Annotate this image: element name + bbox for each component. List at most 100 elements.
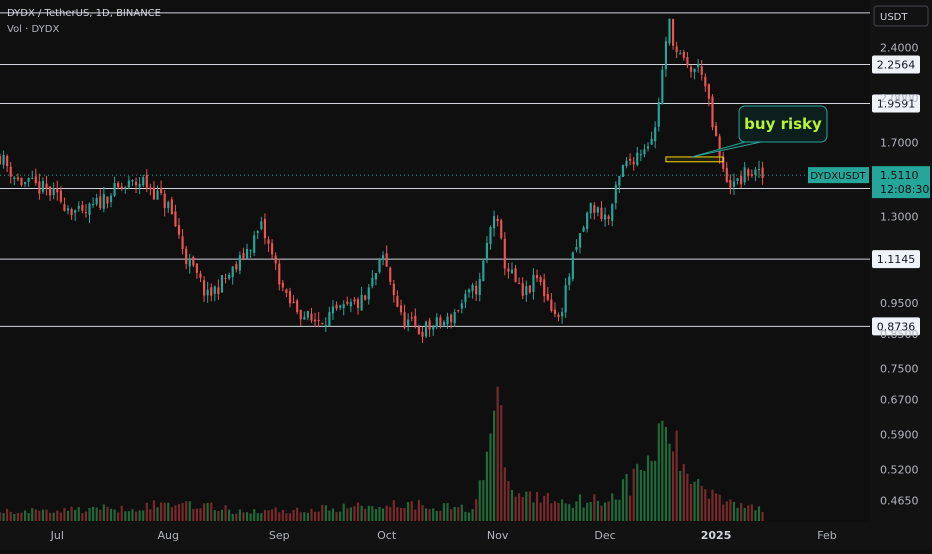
volume-bar <box>23 510 27 521</box>
volume-bar <box>607 501 610 521</box>
volume-bar <box>543 495 546 521</box>
volume-bar <box>435 510 438 521</box>
candle-body <box>475 285 478 295</box>
volume-bar <box>231 513 234 521</box>
candle-body <box>689 66 693 72</box>
volume-bar <box>754 510 757 521</box>
volume-bar <box>181 503 184 521</box>
candle-body <box>532 274 535 292</box>
candle-body <box>493 216 496 229</box>
candle-body <box>6 156 9 167</box>
level-label: 1.1145 <box>877 253 916 266</box>
candle-body <box>117 183 120 188</box>
candle-body <box>729 179 732 188</box>
volume-bar <box>188 501 191 521</box>
volume-bar <box>535 492 539 521</box>
volume-bar <box>600 505 603 521</box>
candle-body <box>521 283 524 296</box>
candle-body <box>510 269 514 274</box>
time-tick-label: Nov <box>487 529 509 542</box>
volume-bar <box>149 509 152 521</box>
time-axis-panel[interactable] <box>0 522 870 550</box>
candle-body <box>142 177 145 186</box>
volume-bar <box>2 513 5 521</box>
volume-bar <box>353 506 356 521</box>
candle-body <box>629 158 632 161</box>
level-label-box <box>872 317 920 336</box>
callout-box[interactable] <box>738 105 828 143</box>
candle-body <box>59 190 62 202</box>
volume-bar <box>117 512 120 521</box>
volume-bar <box>396 507 399 521</box>
volume-bar <box>414 509 417 521</box>
time-tick-label: Jul <box>50 529 64 542</box>
volume-bar <box>84 511 87 521</box>
volume-bar <box>95 507 98 521</box>
volume-bar <box>339 511 342 521</box>
volume-bar <box>629 495 632 521</box>
candle-body <box>650 138 653 145</box>
volume-bar <box>761 512 764 521</box>
volume-bar <box>482 480 485 521</box>
candle-body <box>607 216 610 219</box>
candle-body <box>317 319 320 322</box>
candle-body <box>471 284 474 292</box>
volume-bar <box>185 501 188 521</box>
candle-body <box>342 304 345 308</box>
level-label: 1.9591 <box>877 97 916 110</box>
buy-zone-box[interactable] <box>665 156 724 163</box>
candle-body <box>514 268 517 283</box>
volume-bar <box>364 508 367 521</box>
candle-body <box>174 211 177 227</box>
candle-body <box>231 266 234 277</box>
volume-bar <box>206 502 209 521</box>
candle-body <box>693 68 696 73</box>
volume-bar <box>217 510 220 521</box>
candle-body <box>27 178 30 182</box>
volume-bar <box>632 468 635 521</box>
volume-bar <box>142 510 145 521</box>
candle-body <box>482 260 485 282</box>
candle-body <box>38 181 41 194</box>
volume-bar <box>514 496 517 521</box>
candle-body <box>260 221 263 230</box>
volume-bar <box>263 510 267 521</box>
candle-body <box>271 243 274 255</box>
price-tick-label: 1.7000 <box>880 137 919 150</box>
volume-bar <box>285 513 288 521</box>
candle-body <box>138 183 141 188</box>
volume-bar <box>310 508 313 521</box>
candle-body <box>23 181 27 185</box>
volume-bar <box>38 510 41 521</box>
volume-bar <box>374 509 377 521</box>
volume-bar <box>271 509 274 521</box>
price-axis-panel[interactable] <box>870 0 932 550</box>
candle-body <box>235 264 238 270</box>
candle-body <box>453 312 456 324</box>
volume-bar <box>228 509 231 521</box>
volume-bar <box>70 506 73 521</box>
candle-body <box>464 293 467 303</box>
candle-body <box>213 286 216 294</box>
candle-body <box>0 156 2 165</box>
candle-body <box>543 279 546 297</box>
candle-body <box>206 289 209 296</box>
volume-bar <box>446 503 449 521</box>
volume-bar <box>503 467 506 521</box>
candle-body <box>414 315 417 326</box>
currency-label[interactable]: USDT <box>880 12 908 23</box>
candle-body <box>686 57 689 66</box>
candle-body <box>417 326 420 335</box>
candle-body <box>410 317 413 319</box>
candle-body <box>34 176 37 184</box>
volume-bar <box>697 479 700 521</box>
volume-bar <box>303 512 306 521</box>
candle-body <box>199 273 202 278</box>
volume-bar <box>421 505 424 521</box>
volume-bar <box>464 511 467 521</box>
volume-bar <box>167 502 170 521</box>
candle-body <box>614 184 617 203</box>
volume-bar <box>278 512 281 521</box>
